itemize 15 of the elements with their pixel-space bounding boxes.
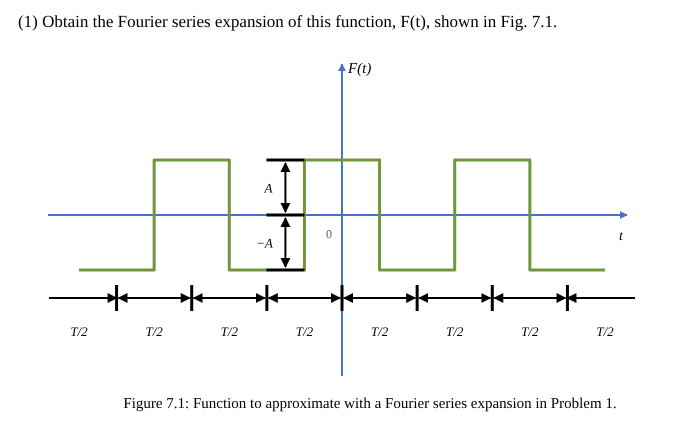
text: T/2 [596,324,614,339]
text: T/2 [220,324,238,339]
text: T/2 [370,324,389,339]
text: F(t) [347,61,372,77]
annotation: A [263,180,272,196]
annotation: 0 [326,227,332,241]
text: T/2 [296,324,314,339]
caption: Figure 7.1: Function to approximate with a Fourier series expansion in Problem 1. [123,396,617,412]
chart-title: (1) Obtain the Fourier series expansion of this function, F(t), shown in Fig. 7.1. [18,12,558,31]
text: T/2 [145,324,164,339]
annotation: −A [256,236,273,250]
text: T/2 [446,324,464,339]
x-axis-title: t [619,229,624,244]
text: T/2 [70,324,88,339]
text: T/2 [521,324,540,339]
